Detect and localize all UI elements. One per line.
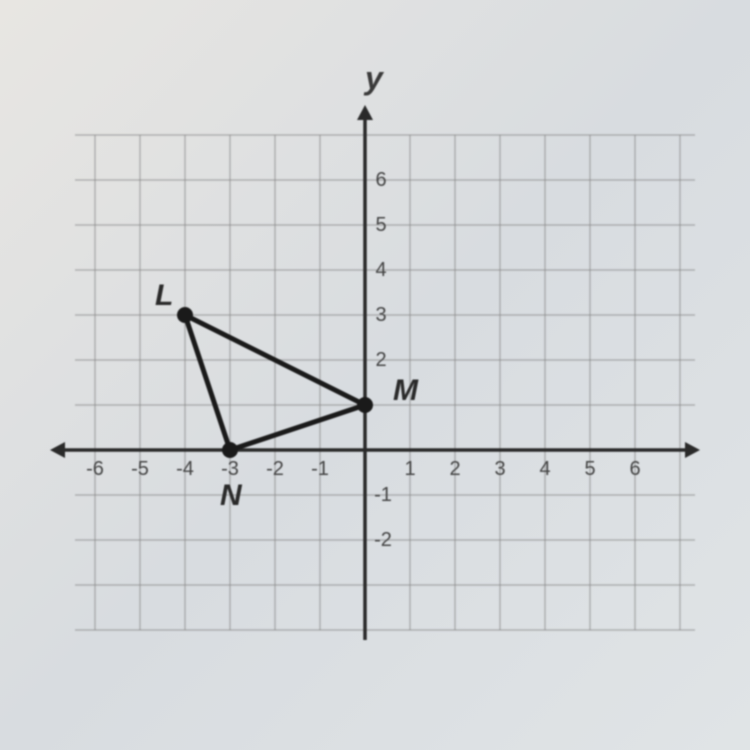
x-tick: 5 <box>584 458 595 480</box>
point-m <box>357 397 373 413</box>
x-tick: 3 <box>494 458 505 480</box>
y-tick: -1 <box>374 484 392 506</box>
x-tick: 4 <box>539 458 550 480</box>
point-n <box>222 442 238 458</box>
x-tick: -6 <box>86 458 104 480</box>
grid-vertical <box>95 135 680 630</box>
y-axis-label: y <box>365 60 383 97</box>
x-tick: -1 <box>311 458 329 480</box>
y-tick: 6 <box>375 169 386 191</box>
point-label-l: L <box>155 279 173 312</box>
x-tick: 6 <box>629 458 640 480</box>
x-axis-arrow-right <box>685 442 700 458</box>
y-tick: -2 <box>374 529 392 551</box>
x-tick: -2 <box>266 458 284 480</box>
chart-svg: -6 -5 -4 -3 -2 -1 1 2 3 4 5 6 2 3 4 5 6 … <box>45 100 705 650</box>
x-tick: -3 <box>221 458 239 480</box>
x-axis-arrow-left <box>50 442 65 458</box>
point-label-m: M <box>393 374 419 407</box>
x-tick: 1 <box>404 458 415 480</box>
y-axis-arrow-up <box>357 105 373 120</box>
point-label-n: N <box>220 479 243 512</box>
x-tick: -4 <box>176 458 194 480</box>
point-l <box>177 307 193 323</box>
y-tick: 2 <box>375 349 386 371</box>
x-tick: 2 <box>449 458 460 480</box>
y-tick: 4 <box>375 259 386 281</box>
coordinate-chart: y <box>45 100 705 650</box>
y-tick: 3 <box>375 304 386 326</box>
grid-horizontal <box>75 135 695 630</box>
y-tick: 5 <box>375 214 386 236</box>
x-tick: -5 <box>131 458 149 480</box>
